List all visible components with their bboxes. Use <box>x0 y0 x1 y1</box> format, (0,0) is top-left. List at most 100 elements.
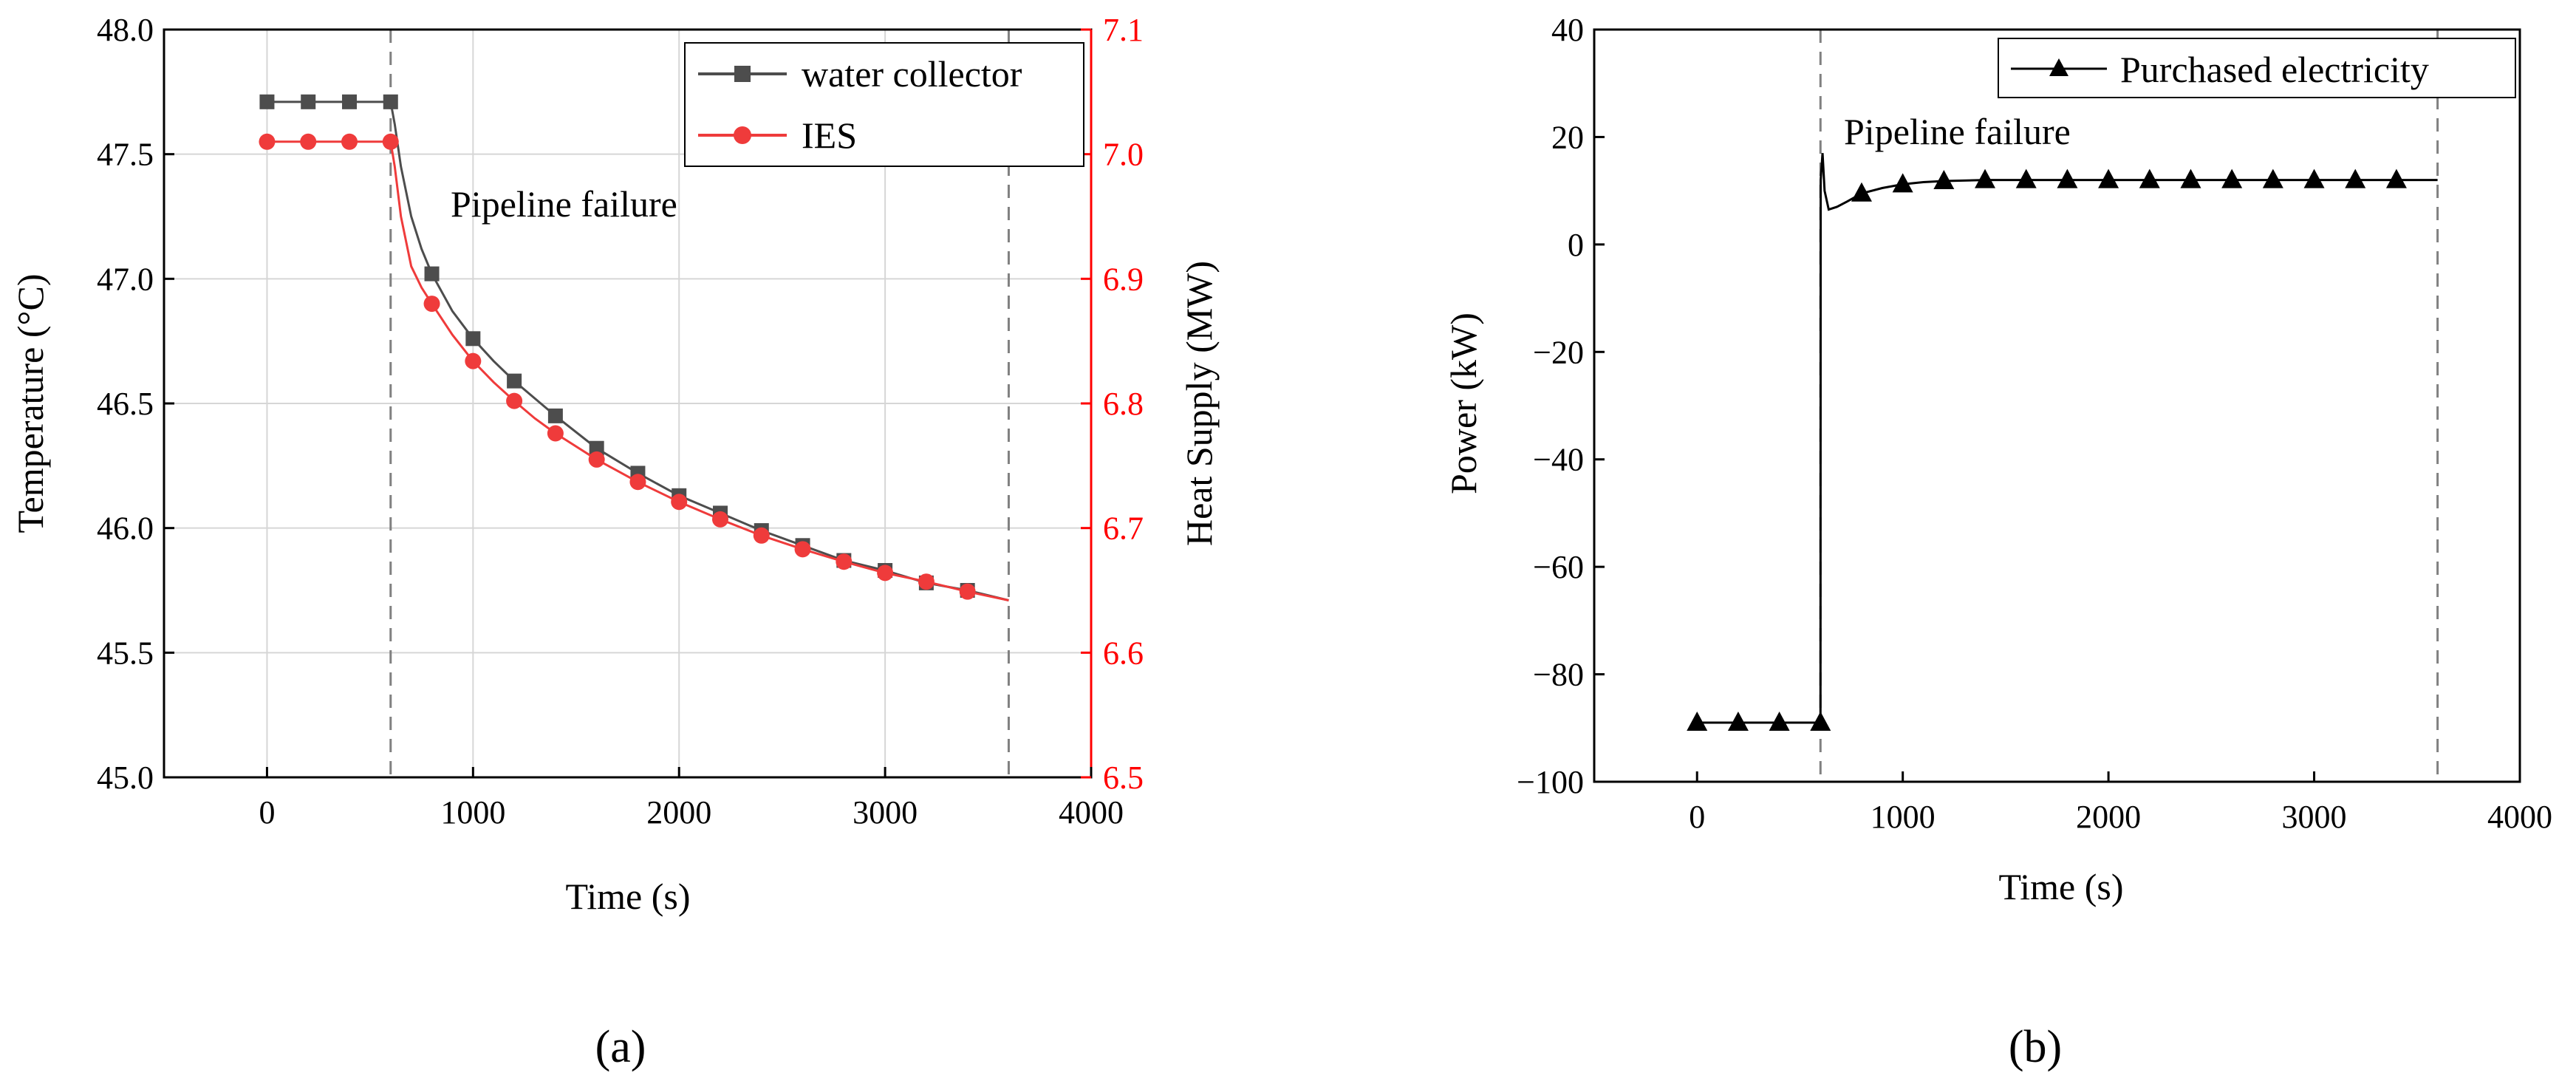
chart-a-point-ies <box>341 133 358 150</box>
chart-a-point-ies <box>382 133 399 150</box>
chart-b-y-tick-label: −40 <box>1533 442 1584 478</box>
chart-b-series-line-purchased-electricity <box>1697 153 2438 724</box>
chart-b-legend: Purchased electricity <box>1998 38 2516 98</box>
chart-a-point-ies <box>877 565 894 582</box>
chart-b-point-purchased-electricity <box>2385 168 2407 188</box>
chart-a-y2-ticks: 6.5 6.6 6.7 6.8 6.9 7.0 7.1 <box>1081 12 1144 796</box>
chart-b-y-tick-label: −100 <box>1517 764 1584 800</box>
chart-b-point-purchased-electricity <box>1892 173 1913 193</box>
chart-b-point-purchased-electricity <box>1851 182 1872 202</box>
chart-b-point-purchased-electricity <box>1933 170 1955 190</box>
chart-a-ylabel: Temperature (°C) <box>10 273 51 533</box>
chart-a-failure-lines <box>389 30 1010 777</box>
chart-a-y2-tick-label: 6.9 <box>1103 261 1144 297</box>
panel-a-label: (a) <box>595 1022 646 1072</box>
chart-b-point-purchased-electricity <box>2057 168 2078 188</box>
chart-a-point-ies <box>629 474 646 491</box>
chart-a-series <box>259 94 1009 601</box>
chart-b-point-purchased-electricity <box>1769 712 1790 732</box>
chart-b-point-purchased-electricity <box>1687 712 1708 732</box>
legend-b-purchased-electricity-marker <box>2049 58 2068 76</box>
chart-a-x-tick-label: 3000 <box>853 794 918 831</box>
chart-b-plot-frame <box>1593 28 2521 783</box>
chart-panel-b: 0 1000 2000 3000 4000 −100−80−60−40−2002040 … <box>1443 12 2552 1072</box>
chart-b-y-tick-label: 0 <box>1568 227 1584 263</box>
chart-b-point-purchased-electricity <box>2180 168 2201 188</box>
panel-b-label: (b) <box>2009 1022 2062 1072</box>
chart-b-annotation: Pipeline failure <box>1844 111 2071 152</box>
chart-a-point-water-collector <box>383 94 398 109</box>
chart-a-point-ies <box>671 494 688 511</box>
chart-b-point-purchased-electricity <box>2262 168 2283 188</box>
chart-b-y-tick-label: −20 <box>1533 334 1584 370</box>
legend-a-ies-marker <box>734 126 751 144</box>
chart-b-point-purchased-electricity <box>2098 168 2119 188</box>
chart-a-y2-tick-label: 6.8 <box>1103 386 1144 422</box>
chart-a-y2label: Heat Supply (MW) <box>1178 261 1220 546</box>
chart-b-point-purchased-electricity <box>1810 712 1831 732</box>
chart-a-legend: water collector IES <box>684 42 1084 167</box>
chart-b-point-purchased-electricity <box>1975 168 1996 188</box>
chart-a-point-water-collector <box>301 94 316 109</box>
legend-a-water-collector-marker <box>734 66 751 82</box>
chart-a-x-tick-label: 0 <box>259 794 275 831</box>
chart-a-legend-box <box>684 42 1084 167</box>
chart-b-point-purchased-electricity <box>2221 168 2243 188</box>
chart-b-point-purchased-electricity <box>2139 168 2160 188</box>
chart-a-point-water-collector <box>589 440 604 456</box>
chart-b-y-tick-label: −80 <box>1533 657 1584 693</box>
chart-a-point-ies <box>423 296 440 313</box>
chart-b-x-ticks: 0 1000 2000 3000 4000 <box>1689 771 2552 835</box>
chart-a-point-ies <box>300 133 317 150</box>
chart-b-x-tick-label: 2000 <box>2076 799 2141 835</box>
chart-a-point-ies <box>794 541 811 558</box>
chart-a-x-ticks: 0 1000 2000 3000 4000 <box>259 767 1124 831</box>
chart-a-x-tick-label: 1000 <box>440 794 505 831</box>
legend-a-water-collector-label: water collector <box>802 53 1022 95</box>
chart-a-point-ies <box>712 511 728 528</box>
chart-b-y-tick-label: −60 <box>1533 549 1584 585</box>
chart-a-y-tick-label: 47.5 <box>97 137 154 173</box>
chart-b-x-tick-label: 4000 <box>2487 799 2552 835</box>
chart-a-point-ies <box>506 392 523 409</box>
chart-b-point-purchased-electricity <box>1727 712 1749 732</box>
chart-a-point-water-collector <box>465 331 481 347</box>
chart-a-y-tick-label: 45.0 <box>97 760 154 796</box>
chart-b-point-purchased-electricity <box>2345 168 2366 188</box>
chart-b-series <box>1687 153 2438 732</box>
chart-a-point-ies <box>836 553 853 570</box>
chart-a-y2-tick-label: 6.7 <box>1103 511 1144 547</box>
chart-b-point-purchased-electricity <box>2015 168 2037 188</box>
chart-b-y-ticks: −100 −80 −60 −40 −20 0 20 40 <box>1517 12 1605 800</box>
chart-a-point-ies <box>465 352 482 369</box>
chart-a-y2-tick-label: 7.0 <box>1103 137 1144 173</box>
chart-a-y-tick-label: 46.5 <box>97 386 154 422</box>
chart-a-point-ies <box>918 573 935 590</box>
chart-a-point-ies <box>547 425 564 442</box>
chart-a-point-water-collector <box>424 266 440 282</box>
chart-panel-a: 0 1000 2000 3000 4000 45.0 45.5 46.0 46.5 47.0 47… <box>10 12 1220 1072</box>
chart-a-xlabel: Time (s) <box>565 876 690 917</box>
legend-b-purchased-electricity-label: Purchased electricity <box>2120 49 2429 90</box>
chart-a-annotation: Pipeline failure <box>451 183 677 225</box>
chart-b-xlabel: Time (s) <box>1998 866 2123 907</box>
chart-a-y-ticks: 45.0 45.5 46.0 46.5 47.0 47.5 48.0 <box>97 12 174 796</box>
chart-a-y2-tick-label: 6.5 <box>1103 760 1144 796</box>
chart-a-x-tick-label: 4000 <box>1059 794 1124 831</box>
chart-a-y-tick-label: 47.0 <box>97 261 154 297</box>
chart-b-ylabel: Power (kW) <box>1443 313 1484 494</box>
chart-a-point-water-collector <box>259 94 275 109</box>
chart-b-x-tick-label: 1000 <box>1870 799 1936 835</box>
chart-b-x-tick-label: 0 <box>1689 799 1705 835</box>
chart-a-point-ies <box>959 583 976 600</box>
chart-a-point-water-collector <box>547 408 563 423</box>
chart-b-point-purchased-electricity <box>2303 168 2325 188</box>
legend-a-ies-label: IES <box>802 115 857 156</box>
chart-a-point-water-collector <box>507 373 522 389</box>
chart-b-y-tick-label: 20 <box>1551 119 1584 155</box>
chart-a-y-tick-label: 48.0 <box>97 12 154 48</box>
chart-a-point-ies <box>588 451 605 468</box>
chart-a-y-tick-label: 46.0 <box>97 511 154 547</box>
chart-a-point-ies <box>753 527 770 544</box>
